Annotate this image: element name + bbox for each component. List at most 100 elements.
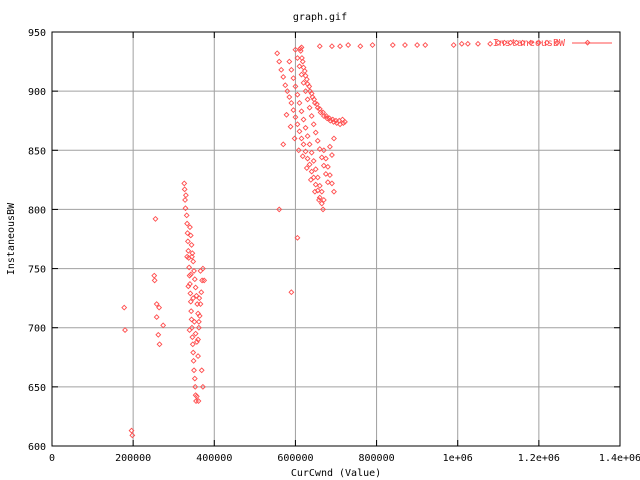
data-point: [294, 91, 301, 98]
data-point: [195, 398, 202, 404]
data-point: [187, 232, 194, 239]
data-point: [292, 114, 299, 121]
data-point: [314, 187, 321, 194]
x-axis-label: CurCwnd (Value): [291, 468, 381, 479]
data-point: [291, 135, 298, 142]
data-point: [290, 75, 297, 82]
data-point: [320, 206, 326, 213]
data-point: [296, 100, 303, 106]
axis-ticks: 0 200000 400000 600000 800000 1e+06 1.2e+06 1.4…: [28, 28, 640, 464]
data-point: [339, 116, 346, 123]
data-point: [318, 154, 325, 161]
data-point: [199, 277, 206, 284]
data-point: [414, 42, 421, 48]
data-point: [320, 147, 327, 154]
data-point: [188, 308, 195, 315]
data-point: [331, 135, 337, 142]
data-point: [278, 66, 285, 73]
data-point: [308, 168, 315, 175]
data-point: [183, 212, 190, 219]
data-point: [282, 82, 289, 89]
plot-frame: [51, 31, 621, 447]
data-point: [303, 76, 310, 83]
data-point: [302, 148, 309, 155]
data-point: [191, 375, 198, 382]
data-point: [298, 135, 305, 142]
data-point: [185, 283, 192, 290]
data-point: [155, 331, 162, 338]
x-tick-label: 1.2e+06: [518, 453, 560, 464]
data-point: [182, 205, 189, 212]
data-point: [286, 94, 293, 100]
data-point: [274, 50, 281, 57]
y-tick-label: 750: [28, 265, 46, 276]
data-point: [189, 253, 195, 260]
data-point: [181, 186, 188, 193]
data-point: [389, 42, 396, 48]
data-point: [195, 324, 202, 331]
data-point: [310, 121, 317, 128]
data-point: [304, 155, 311, 162]
data-point: [501, 39, 508, 46]
data-point: [182, 197, 189, 203]
data-point: [276, 58, 283, 65]
data-point: [151, 272, 158, 279]
x-tick-label: 1.4e+06: [599, 453, 640, 464]
data-point: [313, 101, 320, 108]
data-point: [197, 268, 204, 274]
y-tick-label: 900: [28, 87, 46, 98]
data-point: [191, 318, 198, 325]
data-point: [288, 289, 295, 296]
data-point: [156, 304, 163, 311]
data-point: [326, 115, 333, 122]
data-point: [295, 147, 302, 154]
data-point: [314, 174, 321, 181]
data-point: [314, 137, 321, 144]
data-point: [331, 188, 337, 195]
data-point: [181, 180, 188, 187]
data-point: [306, 161, 313, 168]
data-point: [201, 277, 208, 284]
data-point: [288, 100, 295, 106]
data-point: [326, 172, 333, 179]
data-point: [299, 58, 306, 65]
data-point: [323, 113, 330, 119]
data-point: [296, 128, 303, 135]
data-point: [294, 55, 301, 61]
data-point: [187, 271, 194, 278]
data-point: [316, 182, 323, 189]
data-point: [329, 116, 336, 123]
data-point: [187, 290, 194, 297]
data-point: [152, 215, 159, 222]
data-point: [324, 179, 331, 186]
data-point: [303, 165, 310, 171]
data-point: [475, 40, 481, 47]
data-point: [554, 39, 561, 46]
x-tick-label: 0: [49, 453, 55, 464]
data-point: [312, 166, 319, 173]
data-point: [322, 171, 329, 177]
data-point: [527, 39, 534, 46]
data-point: [329, 43, 335, 50]
data-points: [121, 39, 591, 439]
legend: InstaneousBW: [493, 38, 612, 49]
data-point: [544, 39, 550, 46]
data-point: [192, 383, 199, 390]
data-point: [186, 327, 193, 334]
data-point: [307, 176, 314, 183]
data-point: [184, 238, 191, 245]
data-point: [301, 68, 308, 74]
data-point: [190, 357, 197, 364]
data-point: [535, 39, 542, 46]
data-point: [186, 272, 193, 279]
data-point: [300, 141, 307, 148]
x-tick-label: 400000: [196, 453, 232, 464]
data-point: [287, 123, 294, 130]
data-point: [487, 40, 494, 47]
data-point: [195, 353, 201, 360]
data-point: [193, 393, 200, 400]
data-point: [189, 341, 196, 348]
y-tick-label: 600: [28, 442, 46, 453]
data-point: [308, 90, 315, 97]
data-point: [151, 277, 158, 284]
